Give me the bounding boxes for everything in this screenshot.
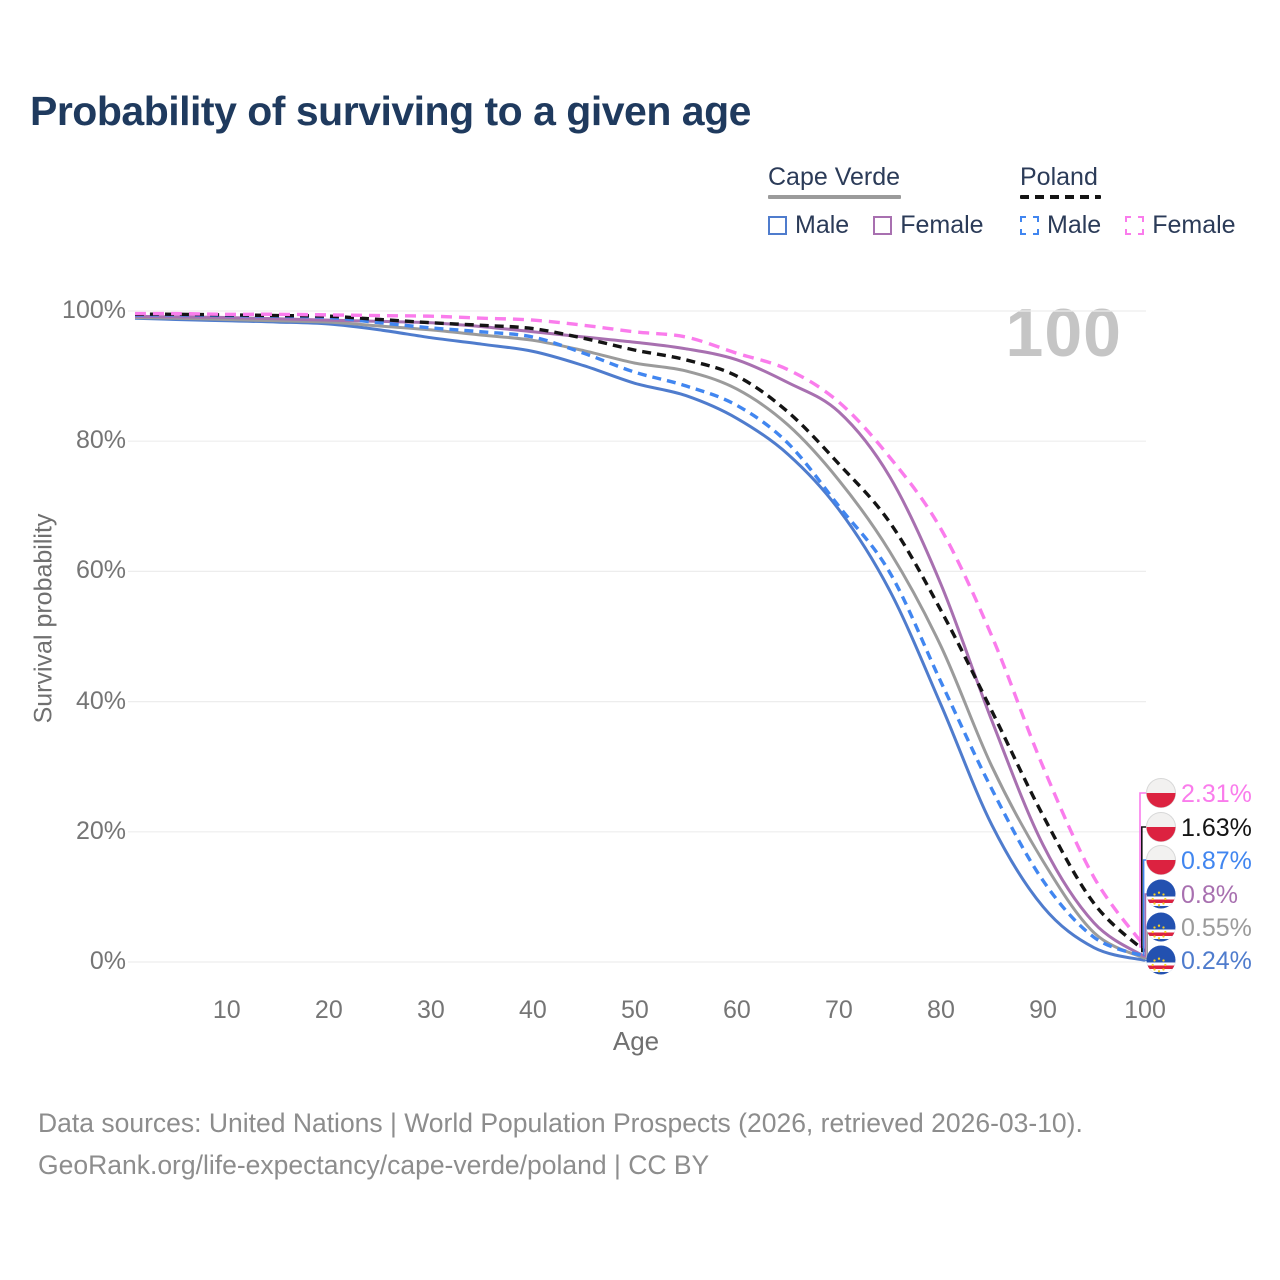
end-label-cape-verde-female: 0.8% bbox=[1181, 881, 1238, 909]
flag-dot-poland bbox=[1146, 778, 1176, 808]
x-tick-label: 80 bbox=[927, 996, 955, 1024]
gridlines bbox=[128, 310, 1146, 963]
legend-swatch-poland-female bbox=[1125, 216, 1145, 235]
end-label-poland-male: 0.87% bbox=[1181, 847, 1252, 875]
y-tick-label: 40% bbox=[75, 686, 126, 715]
legend-group-cape-verde: Cape Verde Male Female bbox=[768, 163, 986, 240]
flag-dot-poland bbox=[1146, 812, 1176, 842]
y-axis-title: Survival probability bbox=[29, 513, 58, 724]
line-poland-total bbox=[134, 312, 1147, 953]
legend-item-label: Female bbox=[1152, 211, 1236, 239]
legend-line-sample-dashed bbox=[1020, 195, 1101, 199]
flag-dot-cape-verde bbox=[1146, 879, 1176, 909]
x-tick-label: 20 bbox=[314, 996, 343, 1024]
legend-group-title: Poland bbox=[1020, 163, 1098, 191]
legend-group-poland: Poland Male Female bbox=[1020, 163, 1236, 240]
footer-attribution-line: GeoRank.org/life-expectancy/cape-verde/p… bbox=[38, 1150, 710, 1180]
legend-item-poland-male[interactable]: Male bbox=[1020, 211, 1101, 240]
hover-age-watermark: 100 bbox=[1005, 295, 1122, 371]
end-label-cape-verde-total: 0.55% bbox=[1181, 914, 1252, 942]
y-tick-label: 20% bbox=[75, 816, 126, 845]
legend-swatch-cape-verde-male bbox=[768, 216, 787, 235]
legend-item-poland-female[interactable]: Female bbox=[1125, 211, 1236, 240]
line-cape-verde-male bbox=[134, 316, 1146, 962]
line-cape-verde-female bbox=[134, 314, 1146, 959]
x-tick-label: 50 bbox=[620, 996, 649, 1024]
legend-item-label: Male bbox=[795, 211, 850, 239]
page-title: Probability of surviving to a given age bbox=[30, 88, 751, 134]
legend-item-cape-verde-female[interactable]: Female bbox=[873, 211, 984, 240]
y-tick-label: 80% bbox=[75, 426, 126, 455]
end-label-cape-verde-male: 0.24% bbox=[1181, 947, 1252, 975]
x-tick-label: 100 bbox=[1124, 996, 1166, 1024]
legend-line-sample-solid bbox=[768, 195, 901, 199]
legend-item-label: Male bbox=[1047, 211, 1102, 239]
footer: Data sources: United Nations | World Pop… bbox=[38, 1102, 1083, 1186]
y-tick-label: 0% bbox=[89, 947, 126, 975]
y-tick-label: 100% bbox=[62, 296, 126, 324]
line-poland-male bbox=[134, 313, 1146, 958]
x-tick-label: 60 bbox=[723, 996, 751, 1024]
flag-dot-cape-verde bbox=[1146, 945, 1176, 975]
legend-item-cape-verde-male[interactable]: Male bbox=[768, 211, 849, 240]
legend-group-title: Cape Verde bbox=[768, 163, 901, 191]
y-tick-label: 60% bbox=[75, 556, 126, 585]
flag-dot-cape-verde bbox=[1146, 912, 1176, 942]
end-label-poland-total: 1.63% bbox=[1181, 814, 1252, 842]
legend-item-label: Female bbox=[900, 211, 984, 239]
flag-dot-poland bbox=[1146, 845, 1176, 875]
x-tick-label: 40 bbox=[518, 996, 547, 1024]
end-label-poland-female: 2.31% bbox=[1181, 780, 1252, 808]
legend: Cape Verde Male Female Poland Male bbox=[768, 163, 1236, 240]
x-tick-label: 70 bbox=[825, 996, 853, 1024]
legend-swatch-cape-verde-female bbox=[873, 216, 893, 235]
line-poland-female bbox=[134, 311, 1147, 949]
footer-sources-line: Data sources: United Nations | World Pop… bbox=[38, 1108, 1083, 1138]
end-connector-poland-total bbox=[1141, 826, 1148, 953]
x-tick-label: 90 bbox=[1029, 996, 1057, 1024]
legend-swatch-poland-male bbox=[1020, 216, 1039, 235]
series-lines bbox=[134, 311, 1147, 962]
x-tick-label: 10 bbox=[212, 996, 241, 1024]
end-annotations: 2.31% 1.63% 0.87% 0.8% 0.55% 0.24% bbox=[1139, 778, 1252, 975]
line-cape-verde-total bbox=[134, 316, 1146, 960]
x-axis-title: Age bbox=[612, 1026, 660, 1056]
x-tick-label: 30 bbox=[416, 996, 445, 1024]
